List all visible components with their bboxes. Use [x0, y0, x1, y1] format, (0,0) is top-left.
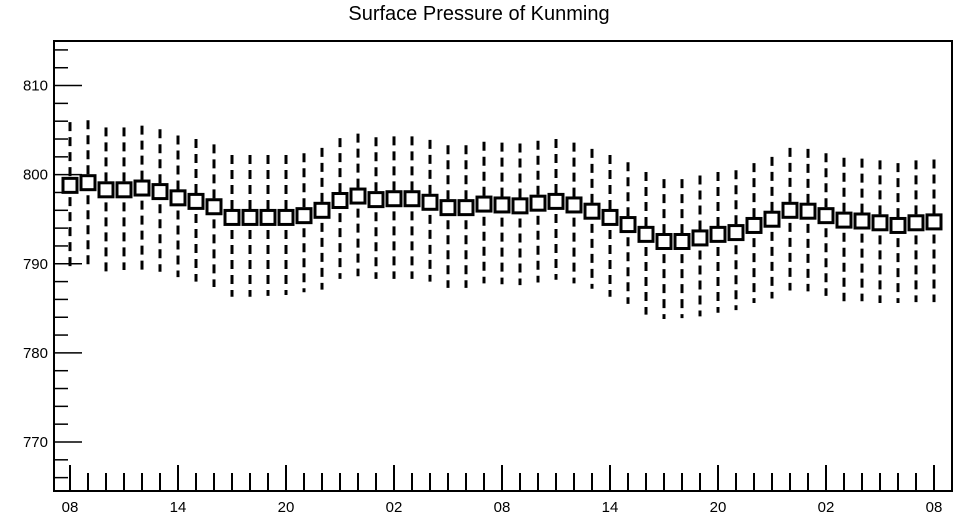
- x-tick-label: 20: [278, 499, 295, 516]
- mean-marker: [781, 201, 799, 219]
- mean-marker: [799, 202, 817, 220]
- x-tick-label: 02: [818, 499, 835, 516]
- mean-marker: [907, 214, 925, 232]
- mean-marker: [547, 192, 565, 210]
- mean-marker: [475, 195, 493, 213]
- mean-marker: [187, 192, 205, 210]
- mean-marker: [691, 229, 709, 247]
- y-tick-label: 800: [23, 167, 48, 184]
- x-tick-label: 20: [710, 499, 727, 516]
- mean-marker: [277, 208, 295, 226]
- mean-marker: [763, 210, 781, 228]
- x-tick-label: 08: [62, 499, 79, 516]
- mean-marker: [655, 232, 673, 250]
- mean-marker: [97, 181, 115, 199]
- mean-marker: [313, 201, 331, 219]
- y-tick-label: 780: [23, 345, 48, 362]
- mean-marker: [529, 194, 547, 212]
- mean-marker: [205, 198, 223, 216]
- mean-marker: [349, 187, 367, 205]
- mean-marker: [403, 190, 421, 208]
- mean-marker: [601, 208, 619, 226]
- mean-marker: [421, 193, 439, 211]
- mean-marker: [511, 197, 529, 215]
- plot-area: [61, 120, 943, 320]
- mean-marker: [853, 212, 871, 230]
- mean-marker: [223, 208, 241, 226]
- mean-marker: [835, 211, 853, 229]
- mean-marker: [259, 208, 277, 226]
- mean-marker: [493, 196, 511, 214]
- y-tick-label: 770: [23, 434, 48, 451]
- mean-marker: [151, 183, 169, 201]
- axes: 770 780 790 800 810 08 14 20 02 08 14 20 02 08: [23, 49, 943, 516]
- mean-marker: [619, 216, 637, 234]
- mean-marker: [925, 213, 943, 231]
- mean-marker: [889, 216, 907, 234]
- mean-marker: [583, 202, 601, 220]
- x-tick-label: 14: [602, 499, 619, 516]
- mean-marker: [385, 190, 403, 208]
- mean-marker: [133, 179, 151, 197]
- mean-marker: [727, 224, 745, 242]
- y-tick-label: 810: [23, 78, 48, 95]
- mean-marker: [79, 174, 97, 192]
- x-tick-label: 02: [386, 499, 403, 516]
- mean-marker: [565, 196, 583, 214]
- x-tick-label: 14: [170, 499, 187, 516]
- mean-marker: [709, 225, 727, 243]
- x-tick-label: 08: [494, 499, 511, 516]
- mean-marker: [367, 191, 385, 209]
- mean-marker: [295, 207, 313, 225]
- mean-marker: [331, 192, 349, 210]
- mean-marker: [817, 207, 835, 225]
- mean-marker: [871, 214, 889, 232]
- mean-marker: [115, 181, 133, 199]
- mean-marker: [241, 208, 259, 226]
- mean-marker: [637, 225, 655, 243]
- mean-marker: [439, 199, 457, 217]
- mean-marker: [169, 189, 187, 207]
- y-tick-label: 790: [23, 256, 48, 273]
- mean-marker: [61, 176, 79, 194]
- mean-marker: [745, 216, 763, 234]
- mean-marker: [457, 199, 475, 217]
- mean-marker: [673, 232, 691, 250]
- x-tick-label: 08: [926, 499, 943, 516]
- chart-title: Surface Pressure of Kunming: [348, 3, 610, 25]
